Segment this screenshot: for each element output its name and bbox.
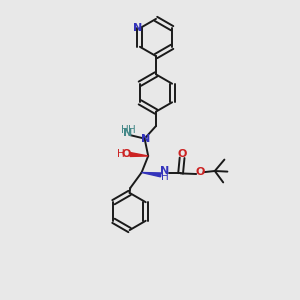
Text: N: N: [124, 128, 133, 138]
Text: O: O: [121, 149, 131, 159]
Text: H: H: [128, 124, 136, 135]
Text: H: H: [161, 172, 169, 182]
Text: H: H: [117, 149, 125, 159]
Text: O: O: [177, 149, 187, 159]
Text: N: N: [141, 134, 150, 144]
Text: N: N: [160, 166, 169, 176]
Text: N: N: [134, 23, 143, 33]
Polygon shape: [142, 172, 161, 177]
Text: H: H: [121, 124, 128, 135]
Text: O: O: [195, 167, 205, 177]
Polygon shape: [130, 153, 148, 156]
